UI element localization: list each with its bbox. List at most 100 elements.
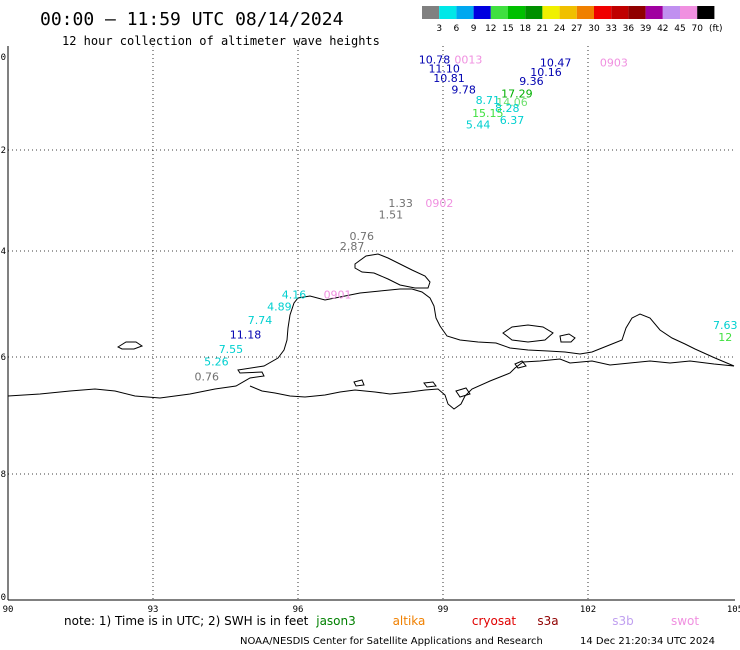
legend-swatch — [576, 6, 594, 19]
map-subtitle: 12 hour collection of altimeter wave hei… — [62, 34, 380, 48]
legend-label: 36 — [623, 24, 635, 34]
color-legend: 3 6 9 12 15 18 21 24 27 30 33 36 39 42 45 70 — [422, 6, 715, 34]
island-small-3 — [455, 387, 471, 398]
pass-time-label: 0901 — [324, 288, 352, 301]
x-tick-label: 102 — [580, 605, 596, 615]
y-tick-label: -70 — [0, 593, 6, 603]
legend-label: 9 — [471, 24, 477, 34]
wave-height-label: 8.28 — [495, 102, 520, 115]
wave-height-markers: 10.78 0013 10.47 0903 11.10 10.16 10.81 9.36 9.7… — [194, 53, 737, 383]
graticule — [8, 46, 735, 600]
wave-height-label: 0.76 — [194, 370, 219, 383]
pass-time-label: 0013 — [454, 53, 482, 66]
axis-tick-labels: 90 93 96 99 102 105 -60 -62 -64 -66 -68 -70 — [0, 53, 740, 615]
legend-label: 70 — [691, 24, 703, 34]
wave-height-label: 4.16 — [282, 288, 307, 301]
legend-swatch — [611, 6, 629, 19]
island-west — [116, 341, 144, 350]
legend-swatch — [628, 6, 646, 19]
x-tick-label: 105 — [727, 605, 740, 615]
x-tick-label: 99 — [438, 605, 449, 615]
satellite-legend: jason3 altika cryosat s3a s3b swot — [315, 614, 699, 628]
wave-height-label: 7.74 — [248, 314, 273, 327]
legend-swatch — [645, 6, 663, 19]
satellite-label-jason3: jason3 — [315, 614, 356, 628]
legend-label: 42 — [657, 24, 668, 34]
legend-label: 3 — [436, 24, 442, 34]
wave-height-label: 12 — [718, 331, 732, 344]
legend-unit: (ft) — [709, 24, 723, 34]
legend-swatch — [473, 6, 491, 19]
wave-height-label: 1.51 — [379, 209, 404, 222]
island-small-2 — [423, 381, 437, 388]
island-east-a — [502, 324, 554, 343]
wave-height-label: 17.29 — [501, 87, 533, 100]
wave-height-label: 1.33 — [388, 197, 413, 210]
wave-height-label: 10.47 — [540, 57, 572, 70]
legend-label: 15 — [502, 24, 513, 34]
legend-label: 18 — [519, 24, 531, 34]
legend-label: 6 — [454, 24, 460, 34]
legend-swatch — [456, 6, 474, 19]
legend-label: 30 — [588, 24, 600, 34]
wave-height-label: 5.44 — [466, 118, 491, 131]
legend-swatch — [525, 6, 543, 19]
coastline-main — [7, 288, 735, 399]
footer-note: note: 1) Time is in UTC; 2) SWH is in fe… — [64, 614, 309, 628]
legend-label: 33 — [605, 24, 616, 34]
wave-height-label: 15.15 — [472, 107, 504, 120]
legend-label: 12 — [485, 24, 496, 34]
wave-height-label: 7.63 — [713, 319, 738, 332]
wave-height-label: 10.81 — [433, 72, 465, 85]
legend-swatch — [542, 6, 560, 19]
legend-swatch — [594, 6, 612, 19]
island-small-4 — [514, 360, 527, 369]
wave-height-label: 10.78 — [419, 53, 451, 66]
wave-height-label: 11.10 — [428, 63, 460, 76]
legend-label: 39 — [640, 24, 652, 34]
footer-timestamp: 14 Dec 21:20:34 UTC 2024 — [580, 636, 715, 647]
legend-swatch — [439, 6, 457, 19]
wave-height-label: 9.78 — [451, 84, 476, 97]
y-tick-label: -60 — [0, 53, 6, 63]
wave-height-label: 5.26 — [204, 356, 229, 369]
wave-height-label: 7.55 — [219, 343, 244, 356]
legend-swatch — [559, 6, 577, 19]
pass-time-label: 0902 — [425, 197, 453, 210]
pass-time-label: 0903 — [600, 57, 628, 70]
satellite-label-cryosat: cryosat — [472, 614, 517, 628]
satellite-label-swot: swot — [671, 614, 699, 628]
wave-height-label: 11.18 — [230, 329, 262, 342]
legend-label: 45 — [674, 24, 685, 34]
satellite-label-s3b: s3b — [612, 614, 634, 628]
legend-swatch — [490, 6, 508, 19]
island-east-b — [559, 333, 576, 343]
wave-height-label: 10.16 — [530, 66, 562, 79]
legend-swatch — [422, 6, 440, 19]
legend-swatch — [662, 6, 680, 19]
wave-height-label: 9.36 — [519, 75, 544, 88]
wave-height-label: 0.76 — [350, 230, 375, 243]
ice-tongue-north — [354, 253, 431, 289]
wave-height-label: 14.06 — [496, 96, 528, 109]
y-tick-label: -62 — [0, 146, 6, 156]
coastline-lower — [249, 358, 735, 410]
wave-height-label: 4.89 — [267, 301, 292, 314]
satellite-label-altika: altika — [393, 614, 426, 628]
wave-height-label: 6.37 — [500, 114, 525, 127]
x-tick-label: 96 — [293, 605, 304, 615]
y-tick-label: -66 — [0, 353, 6, 363]
legend-swatch — [508, 6, 526, 19]
legend-swatch — [680, 6, 698, 19]
island-small-1 — [353, 379, 365, 387]
x-tick-label: 90 — [3, 605, 14, 615]
legend-swatch — [697, 6, 715, 19]
wave-height-label: 8.71 — [476, 94, 501, 107]
x-tick-label: 93 — [148, 605, 159, 615]
legend-label: 24 — [554, 24, 566, 34]
legend-label: 21 — [537, 24, 548, 34]
legend-label: 27 — [571, 24, 582, 34]
y-tick-label: -68 — [0, 470, 6, 480]
satellite-label-s3a: s3a — [537, 614, 558, 628]
